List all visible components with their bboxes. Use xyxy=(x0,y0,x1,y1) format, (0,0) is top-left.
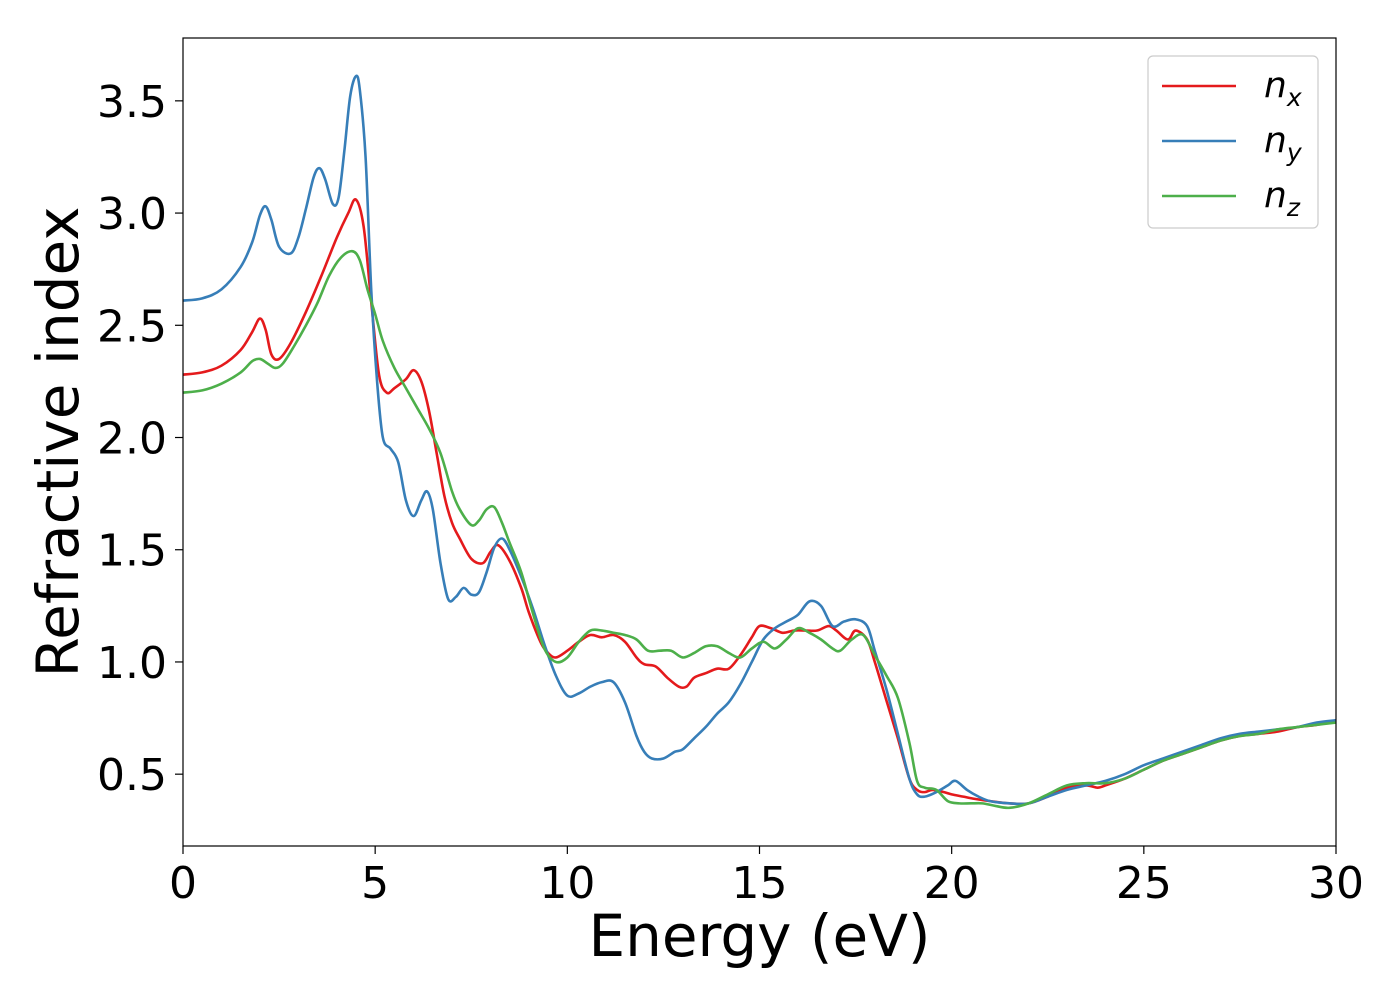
x-tick-label: 5 xyxy=(361,858,389,909)
y-axis-ticks: 0.5 1.0 1.5 2.0 2.5 3.0 3.5 xyxy=(97,77,183,801)
x-tick-label: 20 xyxy=(924,858,980,909)
series-line-z xyxy=(183,249,1336,810)
plot-lines xyxy=(183,74,1336,810)
legend: nx ny nz xyxy=(1147,55,1319,229)
x-tick-label: 15 xyxy=(732,858,788,909)
x-tick-label: 30 xyxy=(1308,858,1364,909)
x-axis-ticks: 0 5 10 15 20 25 30 xyxy=(169,846,1364,909)
y-axis-title: Refractive index xyxy=(24,206,92,677)
x-tick-label: 10 xyxy=(539,858,595,909)
y-tick-label: 1.5 xyxy=(97,526,167,577)
y-tick-label: 0.5 xyxy=(97,750,167,801)
y-tick-label: 1.0 xyxy=(97,638,167,689)
legend-label-y: ny xyxy=(1264,120,1303,167)
x-axis-title: Energy (eV) xyxy=(588,902,930,970)
x-tick-label: 0 xyxy=(169,858,197,909)
legend-label-z: nz xyxy=(1264,175,1301,222)
y-tick-label: 2.5 xyxy=(97,301,167,352)
y-tick-label: 3.5 xyxy=(97,77,167,128)
x-tick-label: 25 xyxy=(1116,858,1172,909)
legend-label-x: nx xyxy=(1264,65,1302,112)
series-line-y xyxy=(183,74,1336,806)
y-tick-label: 2.0 xyxy=(97,414,167,465)
y-tick-label: 3.0 xyxy=(97,189,167,240)
